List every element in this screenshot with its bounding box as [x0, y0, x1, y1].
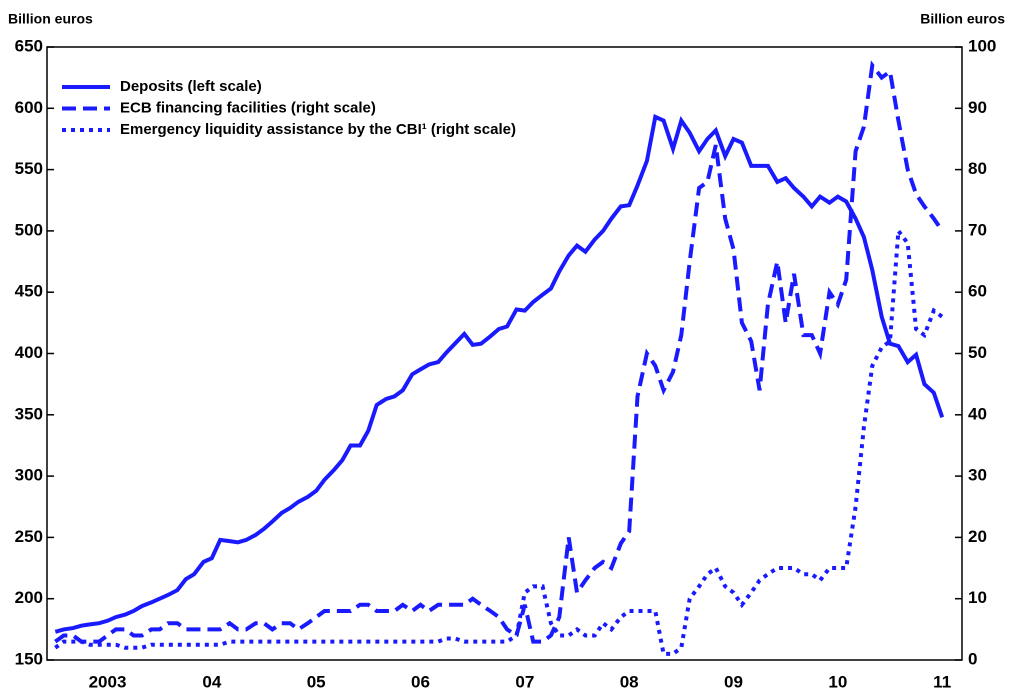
series-line — [54, 225, 944, 656]
y2-tick-label: 50 — [968, 343, 987, 362]
y-tick-label: 350 — [15, 404, 43, 423]
y-tick-label: 600 — [15, 98, 43, 117]
x-tick-label: 09 — [724, 672, 743, 691]
y-tick-label: 300 — [15, 466, 43, 485]
series-line — [54, 114, 945, 634]
y2-tick-label: 60 — [968, 282, 987, 301]
y2-tick-label: 0 — [968, 649, 977, 668]
x-tick-label: 05 — [307, 672, 326, 691]
y-axis-label: Billion euros — [8, 11, 93, 27]
legend-label: ECB financing facilities (right scale) — [120, 99, 376, 116]
y2-tick-label: 30 — [968, 466, 987, 485]
y2-tick-label: 20 — [968, 527, 987, 546]
series-line — [54, 60, 944, 644]
legend-label: Deposits (left scale) — [120, 78, 262, 95]
y-tick-label: 550 — [15, 159, 43, 178]
y-tick-label: 200 — [15, 588, 43, 607]
x-tick-label: 07 — [515, 672, 534, 691]
y2-tick-label: 10 — [968, 588, 987, 607]
x-tick-label: 08 — [620, 672, 639, 691]
x-tick-label: 06 — [411, 672, 430, 691]
y2-axis-label: Billion euros — [920, 11, 1005, 27]
x-tick-label: 10 — [828, 672, 847, 691]
x-tick-label: 11 — [933, 672, 951, 691]
y2-tick-label: 90 — [968, 98, 987, 117]
y-tick-label: 150 — [15, 649, 43, 668]
x-tick-label: 2003 — [89, 672, 127, 691]
y2-tick-label: 80 — [968, 159, 987, 178]
y2-tick-label: 100 — [968, 36, 996, 55]
y-tick-label: 650 — [15, 36, 43, 55]
x-tick-label: 04 — [202, 672, 221, 691]
y-tick-label: 400 — [15, 343, 43, 362]
y2-tick-label: 70 — [968, 220, 987, 239]
y-tick-label: 500 — [15, 220, 43, 239]
y2-tick-label: 40 — [968, 404, 987, 423]
plot-frame — [46, 46, 963, 661]
legend-label: Emergency liquidity assistance by the CB… — [120, 121, 516, 138]
y-tick-label: 250 — [15, 527, 43, 546]
y-tick-label: 450 — [15, 282, 43, 301]
